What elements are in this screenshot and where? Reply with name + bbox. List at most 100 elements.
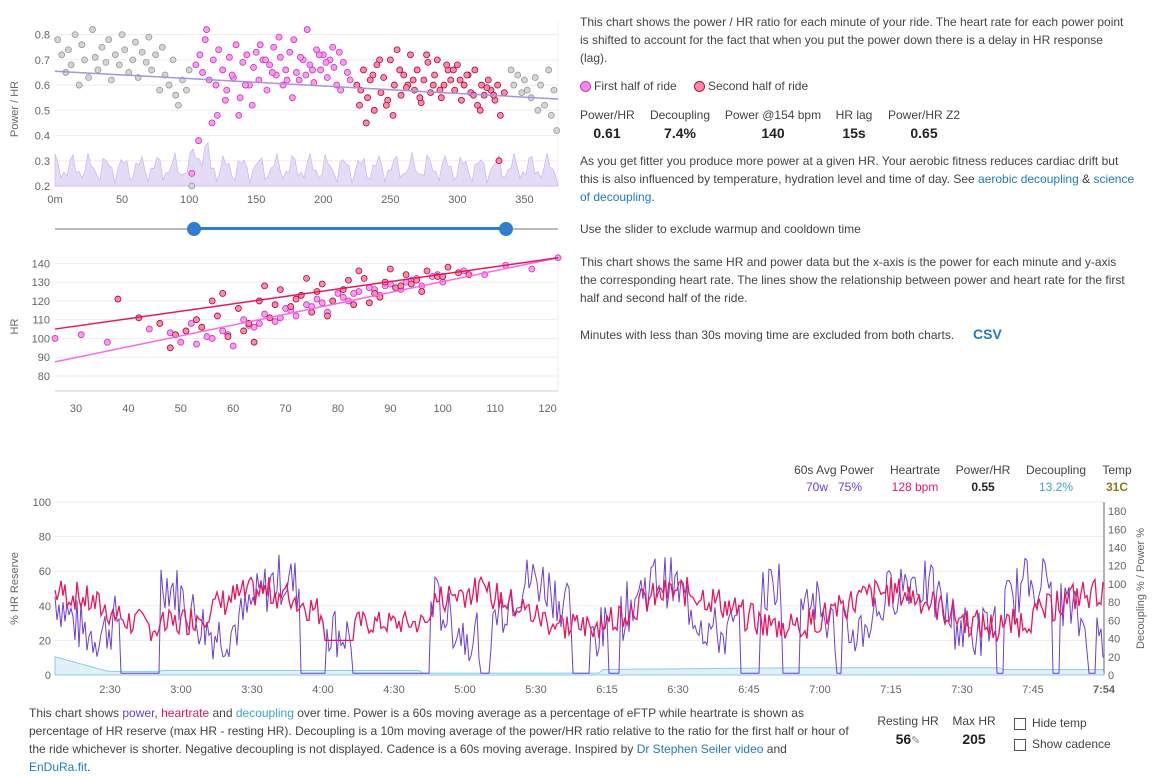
scatter-point (115, 61, 123, 69)
range-slider[interactable] (55, 222, 558, 236)
scatter-point (198, 323, 206, 331)
scatter-point (494, 81, 502, 89)
x-tick-label: 2:30 (99, 684, 120, 696)
scatter-point (166, 344, 174, 352)
scatter-point (495, 157, 503, 165)
scatter-point (308, 308, 316, 316)
scatter-point (507, 66, 515, 74)
scatter-point (403, 84, 410, 91)
scatter-point (240, 327, 248, 335)
scatter-point (275, 33, 283, 41)
scatter-point (324, 312, 331, 320)
scatter-point (451, 86, 459, 94)
excluded-note: Minutes with less than 30s moving time a… (580, 328, 955, 342)
x-tick-label: 50 (116, 194, 128, 206)
scatter-point (77, 331, 85, 339)
scatter-point (339, 293, 347, 301)
scatter-point (295, 76, 303, 84)
scatter-point (318, 299, 326, 307)
scatter-point (219, 290, 227, 297)
scatter-point (362, 119, 370, 127)
scatter-point (413, 66, 421, 74)
x-tick-label: 200 (314, 194, 332, 206)
x-tick-label: 120 (538, 403, 556, 415)
stat-power-at-hr: Power @154 bpm 140 (724, 108, 822, 141)
scatter-point (213, 111, 221, 119)
scatter-point (250, 338, 258, 346)
scatter-point (203, 26, 210, 33)
scatter-point (239, 58, 247, 66)
x-tick-label: 5:00 (454, 684, 475, 696)
show-cadence-checkbox[interactable] (1014, 738, 1026, 751)
scatter-point (152, 51, 160, 59)
scatter-point (537, 81, 544, 89)
ride-legend: First half of ride Second half of ride (580, 79, 1132, 93)
scatter-point (376, 56, 384, 64)
scatter-point (234, 305, 242, 312)
scatter-point (145, 33, 153, 41)
scatter-point (476, 106, 484, 114)
scatter-point (420, 76, 428, 84)
resting-hr[interactable]: Resting HR 56✎ (877, 714, 939, 747)
scatter-point (58, 51, 66, 59)
scatter-point (407, 51, 414, 59)
scatter-point (429, 81, 437, 89)
stat-power-hr: Power/HR 0.61 (580, 108, 635, 141)
x-tick-label: 50 (175, 403, 187, 415)
scatter-point (453, 61, 461, 69)
scatter-point (350, 301, 358, 309)
legend-second-half: Second half of ride (694, 79, 808, 93)
scatter-point (370, 106, 378, 114)
y-tick-label: 90 (38, 352, 50, 364)
pencil-icon[interactable]: ✎ (911, 735, 921, 747)
header-power-hr: Power/HR 0.55 (955, 463, 1011, 494)
y-tick-label: 0.3 (35, 156, 50, 168)
x-tick-label: 250 (381, 194, 399, 206)
scatter-point (75, 81, 83, 89)
y-right-axis-label: Decoupling % / Power % (1135, 528, 1147, 649)
scatter-point (397, 91, 405, 99)
scatter-point (208, 335, 216, 342)
y-axis-label: % HR Reserve (9, 552, 21, 625)
header-avg-power: 60s Avg Power 70w 75% (794, 463, 874, 494)
scatter-point (365, 299, 373, 307)
scatter-point (132, 38, 139, 46)
scatter-point (510, 81, 518, 89)
scatter-point (437, 94, 445, 102)
scatter-point (286, 48, 294, 56)
scatter-point (433, 56, 441, 64)
y-right-tick-label: 0 (1108, 670, 1114, 682)
scatter-point (303, 274, 310, 282)
link-seiler-video[interactable]: Dr Stephen Seiler video (636, 742, 764, 756)
scatter-point (215, 46, 223, 54)
scatter-point (518, 89, 526, 97)
scatter-point (444, 263, 452, 271)
scatter-point (107, 76, 115, 84)
hide-temp-toggle[interactable]: Hide temp (1014, 716, 1087, 730)
scatter-point (386, 56, 394, 64)
scatter-point (411, 86, 418, 94)
scatter-point (528, 265, 536, 273)
x-tick-label: 30 (70, 403, 82, 415)
scatter-point (219, 66, 227, 74)
scatter-point (396, 66, 404, 74)
y-right-tick-label: 140 (1108, 543, 1126, 555)
csv-link[interactable]: CSV (973, 326, 1002, 342)
link-science-of-decoupling[interactable]: science of decoupling (580, 172, 1135, 204)
scatter-point (377, 89, 385, 97)
link-aerobic-decoupling[interactable]: aerobic decoupling (978, 172, 1079, 186)
scatter-point (423, 51, 430, 59)
show-cadence-toggle[interactable]: Show cadence (1014, 737, 1111, 751)
scatter-point (302, 71, 310, 79)
scatter-point (276, 286, 284, 294)
scatter-point (345, 276, 352, 284)
scatter-point (317, 66, 324, 74)
slider-start-handle[interactable] (187, 222, 202, 236)
slider-selected-range (194, 227, 506, 230)
slider-end-handle[interactable] (498, 222, 513, 236)
hide-temp-checkbox[interactable] (1014, 717, 1026, 730)
scatter-point (199, 69, 206, 76)
link-endura[interactable]: EnDuRa.fit (29, 760, 88, 774)
scatter-point (158, 43, 166, 51)
scatter-point (98, 43, 106, 51)
